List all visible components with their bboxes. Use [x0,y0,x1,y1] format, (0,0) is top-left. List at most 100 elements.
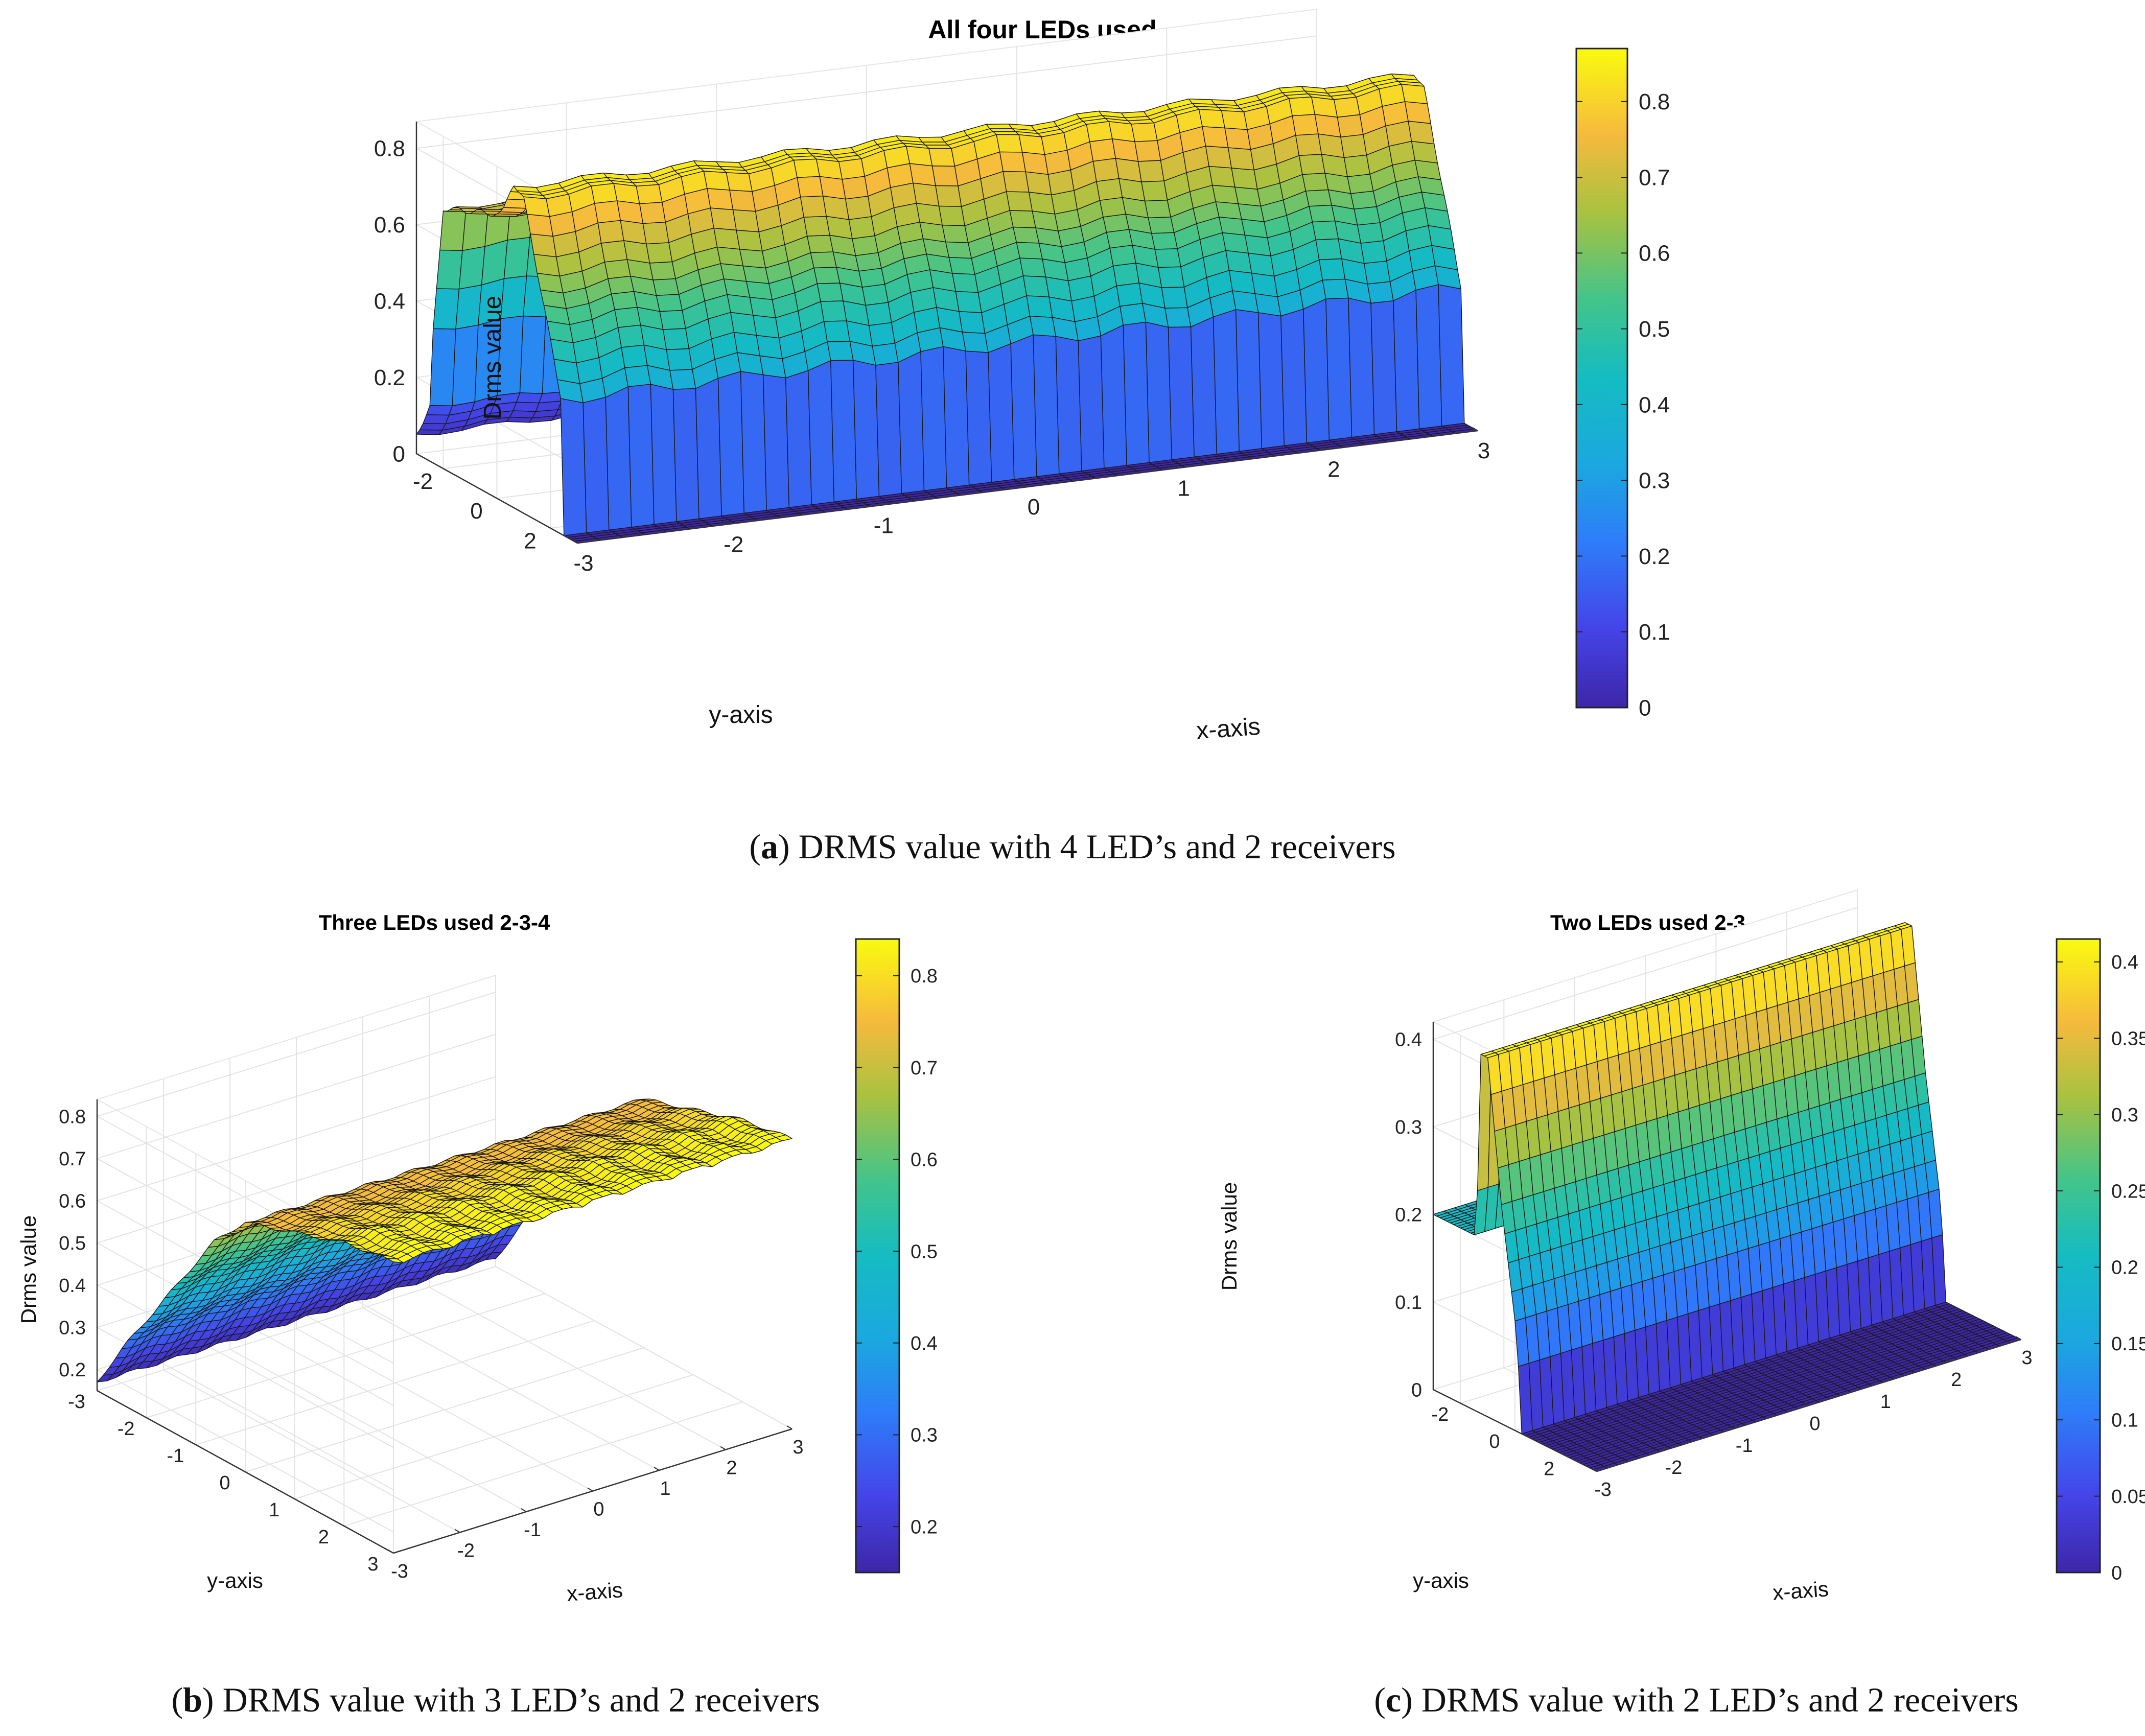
panel-a-surface-patch [1096,178,1123,201]
panel-a-surface-patch [627,384,655,528]
panel-a-surface-patch [989,128,1016,132]
panel-a-surface-patch [1029,316,1057,337]
panel-a-surface-patch [1219,217,1246,236]
panel-a-surface-patch [617,200,644,224]
panel-a-surface-patch [1099,197,1126,218]
panel-a-surface-patch [509,410,537,418]
panel-a-surface-patch [749,297,776,318]
panel-a-surface-patch [1235,309,1263,452]
panel-a-surface-patch [669,369,696,390]
panel-a-surface-patch [1231,168,1258,190]
panel-a-surface-patch [1198,109,1225,129]
panel-a-surface-patch [948,257,975,275]
panel-a-z-tick-label: 0.6 [374,213,405,238]
panel-a-surface-patch [591,183,618,204]
panel-a-surface-patch [656,294,683,312]
panel-a-surface-patch [819,176,846,200]
panel-b-x-tick-label: 0 [593,1499,604,1520]
panel-a-surface-patch [1123,321,1150,466]
panel-a-surface-patch [1408,121,1435,145]
panel-b-x-tick-label: -2 [457,1540,475,1562]
panel-a-surface-patch [1009,210,1036,228]
panel-a-surface-patch [530,233,557,257]
panel-a-surface-patch [810,251,837,269]
panel-b-z-tick-label: 0.7 [59,1148,86,1170]
panel-a-surface-patch [838,158,866,180]
panel-b-y-tick-label: 0 [219,1472,230,1494]
panel-a-surface-patch [962,332,989,353]
panel-a-surface-patch [436,249,463,290]
panel-a-z-tick-label: 0 [393,441,405,466]
panel-a-surface-patch [898,351,925,494]
panel-a-surface-patch [1161,287,1188,309]
panel-a-surface-patch [938,205,965,226]
panel-a-surface-patch [416,429,443,435]
panel-a-surface-patch [1205,146,1232,169]
panel-a-surface-patch [614,307,641,328]
panel-b-z-tick-label: 0.6 [59,1191,86,1212]
panel-a-surface-patch [935,185,962,207]
panel-a-surface-patch [996,134,1023,153]
panel-a-surface-patch [1112,138,1139,162]
panel-a-surface-patch [1404,101,1431,124]
panel-a-surface-patch [1148,217,1175,234]
panel-a-surface-patch [608,275,635,295]
panel-b-title: Three LEDs used 2-3-4 [319,910,550,934]
panel-b-colorbar-tick-label: 0.3 [911,1425,938,1446]
panel-a-surface-patch [605,386,632,531]
panel-a-surface-patch [1280,309,1308,447]
panel-a-y-tick-label: 0 [470,499,482,524]
panel-a-surface-patch [429,328,456,406]
panel-a-surface-patch [1334,97,1361,118]
panel-a-surface-patch [1025,171,1052,196]
panel-a-surface-patch [1151,232,1178,250]
panel-a-surface-patch [716,246,744,267]
panel-a-surface-patch [1086,121,1113,143]
panel-a-surface-patch [611,291,638,310]
panel-a-surface-patch [426,405,453,416]
panel-b-x-tick-label: 1 [660,1478,670,1499]
panel-b-y-tick-label: 2 [318,1527,329,1548]
panel-a-x-tick-label: 1 [1177,476,1190,501]
panel-a-surface-patch [803,216,830,237]
panel-a-surface-patch [1401,84,1428,104]
panel-a-surface-patch [663,328,690,350]
panel-b-y-tick-label: -1 [167,1445,184,1467]
panel-a-surface-patch [1002,171,1030,193]
panel-a-surface-patch [1137,160,1164,182]
panel-a-surface-patch [959,311,986,334]
panel-a-surface-patch [913,182,940,207]
panel-a-surface-patch [740,371,767,514]
panel-a-surface-patch [604,259,631,279]
panel-a-surface-patch [636,184,663,204]
panel-a-surface-patch [1208,166,1235,187]
panel-a-surface-patch [1154,248,1181,268]
panel-b-xlabel: x-axis [566,1578,624,1606]
panel-a-surface-patch [1018,134,1045,155]
panel-a-surface-patch [1357,222,1384,244]
panel-a-surface-patch [1033,334,1060,477]
panel-a-surface-patch [1013,226,1040,244]
panel-a-surface-patch [1021,152,1049,175]
panel-a-surface-patch [922,142,949,146]
panel-a-surface-patch [1350,191,1377,209]
panel-a-surface-patch [988,343,1015,483]
panel-a-surface-patch [1213,309,1240,455]
panel-b-colorbar-tick-label: 0.4 [911,1333,938,1354]
panel-b-x-tick-label: -3 [391,1561,408,1582]
panel-a-x-tick-label: -1 [874,513,894,538]
panel-a-surface-patch [1364,261,1391,285]
panel-a-surface-patch [652,278,680,296]
panel-a-surface-patch [1354,206,1381,226]
panel-a-surface-patch [1225,250,1252,274]
panel-a-surface-patch [807,360,835,505]
panel-a-surface-patch [1202,126,1229,148]
panel-a-surface-patch [1292,114,1319,136]
panel-c-title: Two LEDs used 2-3 [1550,910,1745,934]
panel-a-surface-patch [1019,257,1046,277]
panel-a-surface-patch [717,371,744,517]
panel-a-surface-patch [1113,263,1140,287]
panel-b-z-tick-label: 0.5 [59,1233,86,1254]
panel-a-surface-patch [452,324,479,406]
